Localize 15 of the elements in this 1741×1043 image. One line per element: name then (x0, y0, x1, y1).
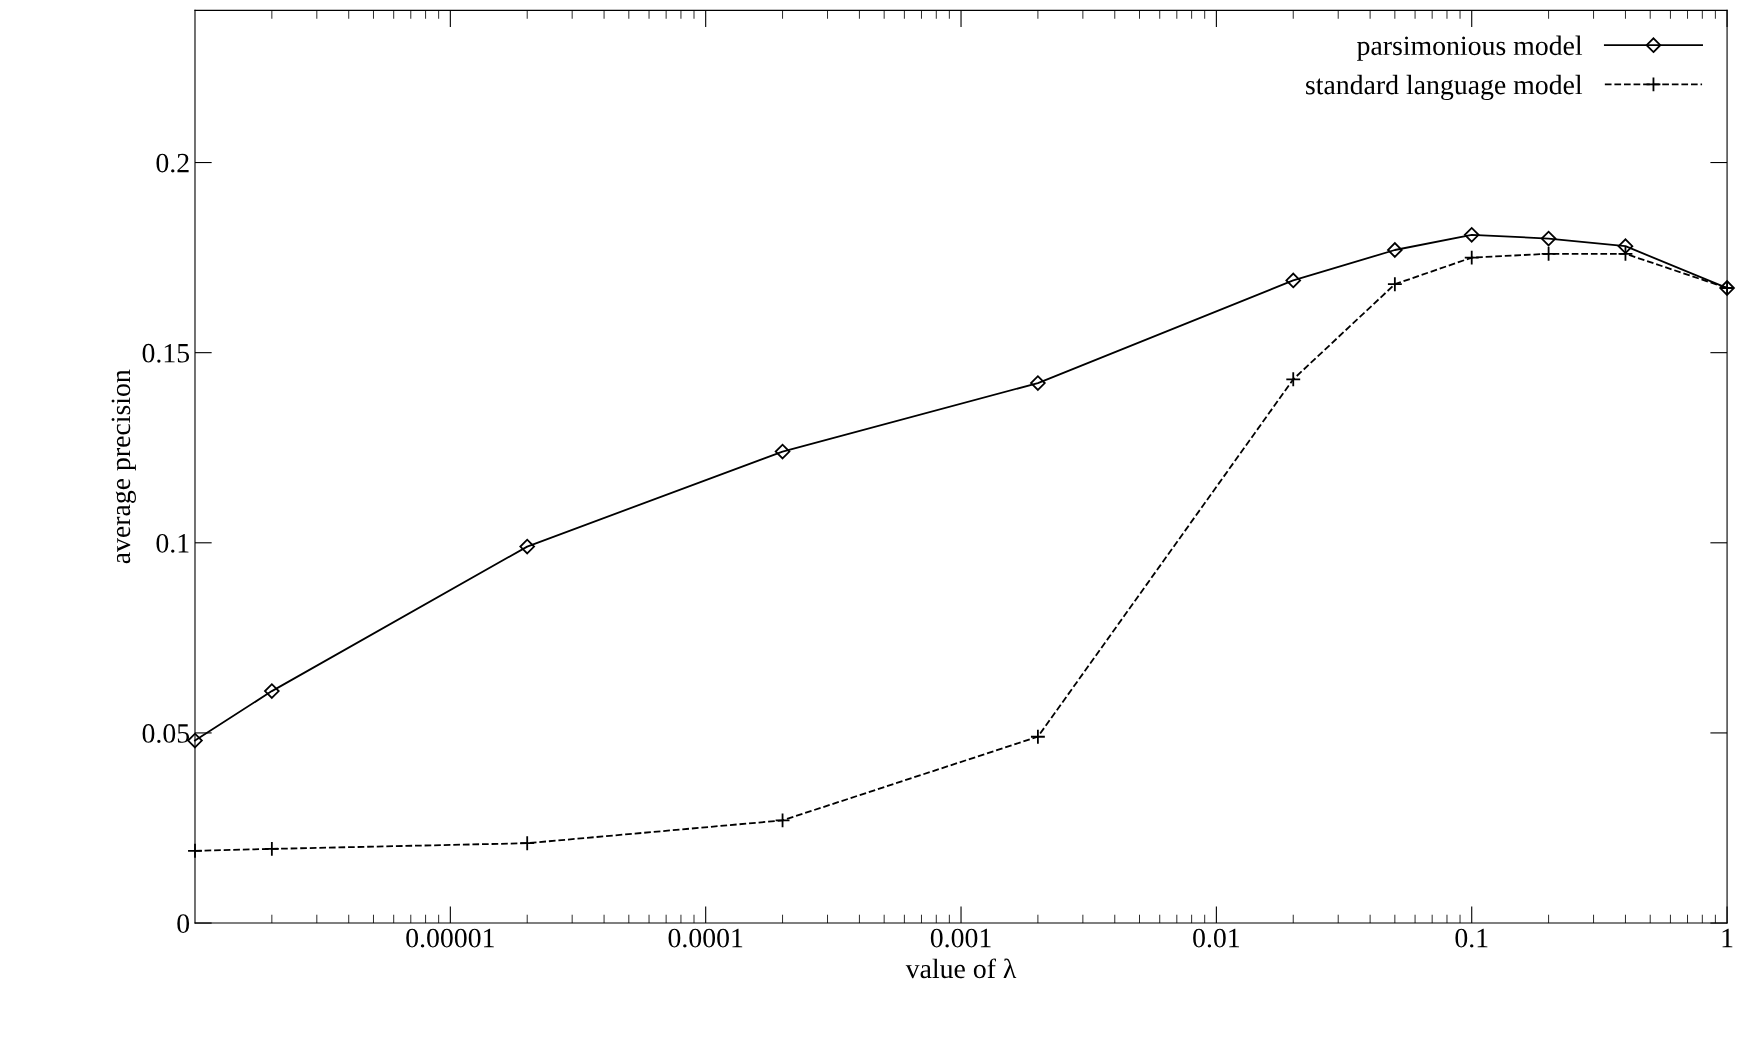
x-axis-title: value of λ (905, 958, 1017, 979)
y-tick-label: 0.15 (142, 343, 190, 363)
x-tick-label: 0.01 (1193, 928, 1240, 948)
x-tick-label: 1 (1722, 928, 1733, 948)
x-tick-label: 0.00001 (406, 928, 494, 948)
y-axis-title: average precision (111, 369, 136, 564)
y-tick-label: 0.05 (142, 724, 190, 743)
y-tick-label: 0.1 (156, 533, 189, 553)
x-tick-label: 0.1 (1455, 928, 1488, 948)
y-tick-label: 0.2 (156, 153, 189, 173)
x-tick-label: 0.001 (930, 928, 991, 948)
x-tick-label: 0.0001 (668, 928, 743, 948)
legend-label: parsimonious model (1357, 35, 1583, 61)
legend-label: standard language model (1306, 74, 1583, 101)
y-tick-label: 0 (177, 914, 190, 933)
